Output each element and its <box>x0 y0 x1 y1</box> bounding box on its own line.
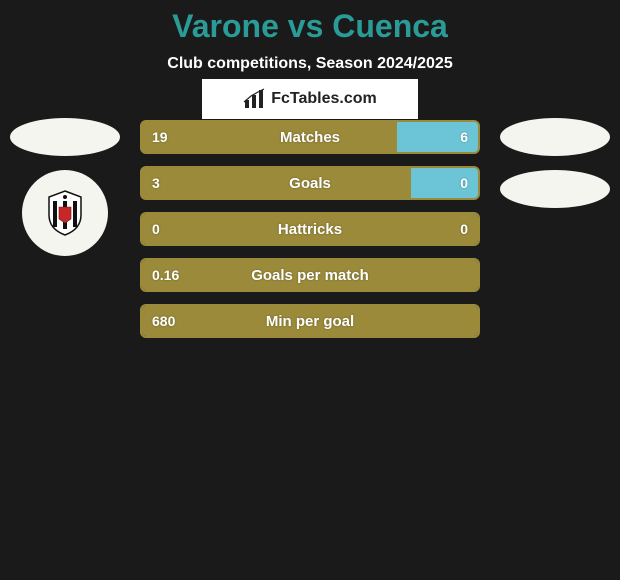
bar-left <box>142 260 478 290</box>
right-club-ellipse <box>500 170 610 208</box>
bar-right <box>411 168 478 198</box>
shield-icon <box>45 189 85 237</box>
logo-text: FcTables.com <box>271 90 377 108</box>
page-subtitle: Club competitions, Season 2024/2025 <box>0 55 620 73</box>
bar-left <box>142 168 411 198</box>
bar-right <box>397 122 478 152</box>
left-club-badge <box>22 170 108 256</box>
stat-row: 30Goals <box>140 166 480 200</box>
bar-left <box>142 122 397 152</box>
stat-row: 680Min per goal <box>140 304 480 338</box>
stats-block: 196Matches 30Goals 00Hattricks 0.16Goals pe… <box>140 120 480 350</box>
right-nation-ellipse <box>500 118 610 156</box>
bar-left <box>142 214 478 244</box>
left-nation-ellipse <box>10 118 120 156</box>
stat-row: 00Hattricks <box>140 212 480 246</box>
page-title: Varone vs Cuenca <box>0 0 620 45</box>
bar-left <box>142 306 478 336</box>
stat-row: 0.16Goals per match <box>140 258 480 292</box>
left-player-col <box>10 118 120 256</box>
right-player-col <box>500 118 610 222</box>
bar-chart-icon <box>243 88 265 110</box>
stat-row: 196Matches <box>140 120 480 154</box>
fctables-logo: FcTables.com <box>202 79 418 119</box>
